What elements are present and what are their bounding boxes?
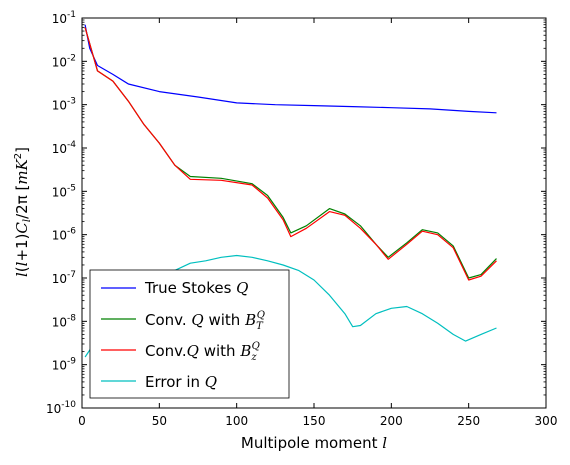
legend: True Stokes Q Conv. Q with BTQ Conv.Q wi… [89,269,290,399]
y-tick-label: 10-4 [52,140,77,156]
y-tick-label: 10-8 [52,313,77,329]
y-tick-label: 10-6 [52,227,77,243]
x-tick-label: 0 [78,414,86,428]
x-tick-label: 150 [303,414,326,428]
x-tick-label: 200 [380,414,403,428]
legend-label-error-q: Error in Q [145,373,217,391]
series-layer [84,24,497,358]
y-tick-label: 10-7 [52,270,76,286]
series-line-0 [84,24,497,114]
x-tick-label: 50 [152,414,167,428]
y-tick-label: 10-1 [52,10,76,26]
y-tick-label: 10-2 [52,53,76,69]
legend-label-true-q: True Stokes Q [144,279,248,297]
x-tick-label: 250 [457,414,480,428]
y-tick-label: 10-10 [46,400,76,416]
legend-label-conv-bz: Conv.Q with BzQ [145,341,260,363]
y-axis-title: l(l+1)Cl/2π [mK2] [13,147,33,277]
ticks-layer: 0 50 100 150 200 250 300 10-10 10-9 10-8 10-7 10-6 1… [46,10,557,428]
series-line-2 [84,27,497,281]
y-tick-label: 10-9 [52,357,77,373]
y-tick-label: 10-5 [52,183,76,199]
legend-label-conv-bt: Conv. Q with BTQ [145,310,265,332]
x-axis-title: Multipole moment l [241,434,387,452]
x-tick-label: 300 [535,414,558,428]
legend-box [89,269,290,399]
x-tick-label: 100 [225,414,248,428]
y-tick-label: 10-3 [52,97,76,113]
